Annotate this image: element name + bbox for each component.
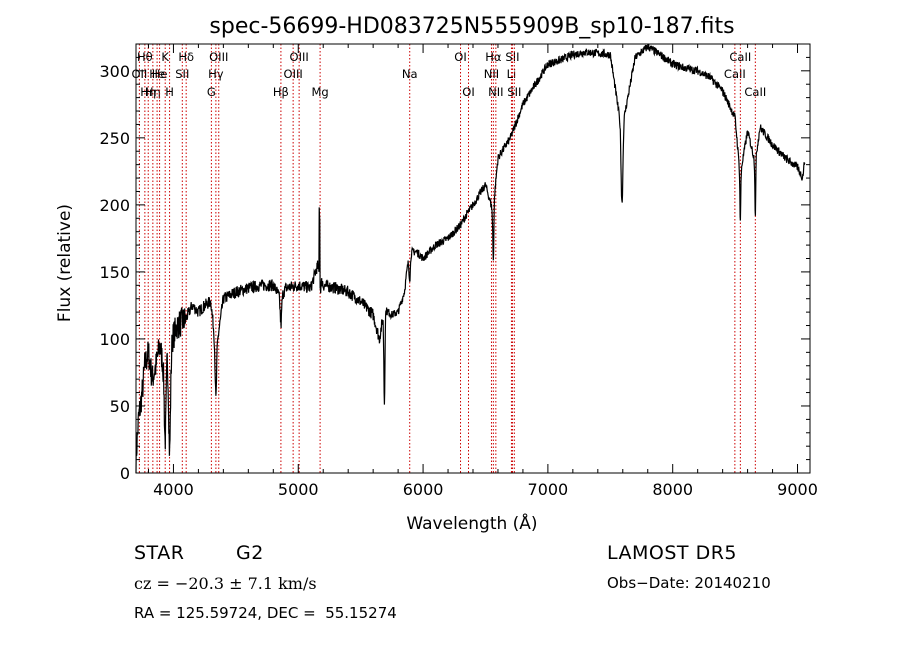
redshift-velocity: cz = −20.3 ± 7.1 km/s: [134, 574, 317, 593]
plot-frame: [135, 43, 811, 474]
line-marker-label: Hη: [140, 85, 156, 99]
line-marker-label: Hγ: [208, 67, 224, 81]
y-tick-label: 150: [99, 263, 130, 282]
y-tick-label: 300: [99, 62, 130, 81]
line-marker-label: OIII: [284, 67, 303, 81]
x-tick-label: 9000: [777, 480, 818, 499]
line-marker-label: OI: [454, 50, 466, 64]
object-subclass: G2: [236, 542, 264, 564]
line-marker-label: He: [152, 67, 168, 81]
x-tick-label: 5000: [278, 480, 319, 499]
line-marker-label: CaII: [724, 67, 746, 81]
observation-date: Obs−Date: 20140210: [607, 574, 771, 592]
line-marker-label: Mg: [311, 85, 328, 99]
x-tick-label: 4000: [153, 480, 194, 499]
line-marker-label: He: [149, 67, 165, 81]
line-markers: OIIHθHηHηHeHeKHSIIHδGHγOIIIHβOIIIOIIIMgN…: [131, 44, 766, 473]
x-axis-label: Wavelength (Å): [406, 512, 537, 534]
object-class: STAR: [134, 542, 185, 564]
line-marker-label: Hδ: [178, 50, 194, 64]
y-tick-label: 250: [99, 129, 130, 148]
line-marker-label: Hβ: [273, 85, 289, 99]
line-marker-label: K: [161, 50, 169, 64]
y-tick-label: 100: [99, 330, 130, 349]
x-tick-label: 6000: [403, 480, 444, 499]
y-tick-label: 50: [110, 397, 130, 416]
x-tick-label: 8000: [652, 480, 693, 499]
line-marker-label: OIII: [290, 50, 309, 64]
line-marker-label: Hα: [485, 50, 502, 64]
line-marker-label: Hθ: [137, 50, 153, 64]
line-marker-label: OI: [462, 85, 474, 99]
line-marker-label: OIII: [209, 50, 228, 64]
line-marker-label: Hη: [145, 85, 161, 99]
chart-title: spec-56699-HD083725N555909B_sp10-187.fit…: [209, 14, 734, 39]
line-marker-label: SII: [507, 85, 521, 99]
line-marker-label: SII: [175, 67, 189, 81]
line-marker-label: CaII: [729, 50, 751, 64]
coordinates: RA = 125.59724, DEC = 55.15274: [134, 604, 397, 622]
y-tick-label: 0: [120, 464, 130, 483]
x-tick-label: 7000: [528, 480, 569, 499]
line-marker-label: H: [165, 85, 174, 99]
line-marker-label: CaII: [744, 85, 766, 99]
line-marker-label: SII: [505, 50, 519, 64]
spectrum-line: [135, 44, 806, 474]
axis-ticks: 4000 5000 6000 7000 8000 9000 0 50 100 150 200 250 3…: [99, 43, 818, 499]
line-marker-label: NII: [488, 85, 503, 99]
y-tick-label: 200: [99, 196, 130, 215]
y-axis-label: Flux (relative): [55, 204, 75, 322]
line-marker-label: G: [207, 85, 216, 99]
line-marker-label: Na: [402, 67, 418, 81]
line-marker-label: NII: [484, 67, 499, 81]
survey-release: LAMOST DR5: [607, 542, 737, 564]
line-marker-label: Li: [507, 67, 517, 81]
